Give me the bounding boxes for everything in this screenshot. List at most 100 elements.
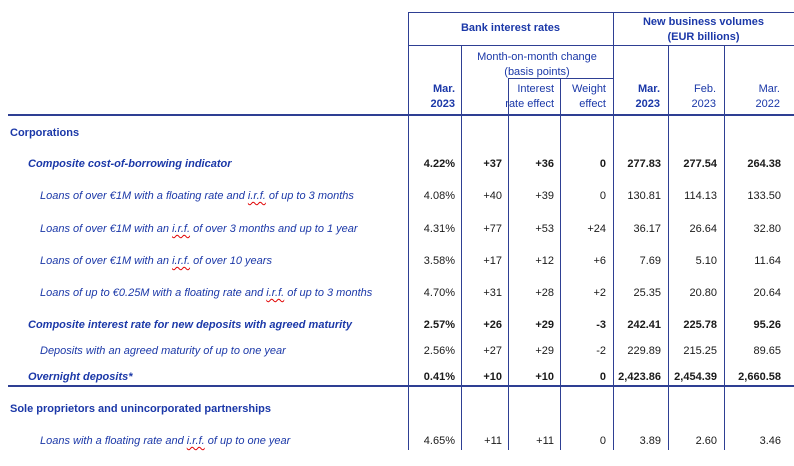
section-row-corporations: Corporations — [0, 125, 794, 141]
cell-interest-rate-effect: +11 — [536, 435, 554, 447]
row-label: Loans of over €1M with a floating rate a… — [40, 188, 354, 204]
cell-mom-change: +11 — [484, 435, 502, 447]
row-label-text: Loans of over €1M with an — [40, 255, 173, 267]
cell-volume-mar-2023: 7.69 — [639, 255, 661, 267]
cell-volume-mar-2022: 3.46 — [759, 435, 781, 447]
cell-weight-effect: +2 — [593, 287, 606, 299]
cell-weight-effect: 0 — [599, 435, 606, 447]
cell-rate: 4.65% — [423, 435, 455, 447]
vline-vol2-vol3 — [724, 45, 725, 450]
cell-weight-effect: 0 — [599, 371, 606, 383]
table-row: Loans of over €1M with an i.r.f. of over… — [0, 221, 794, 237]
column-header-line: Mar. — [637, 83, 660, 95]
section-label: Corporations — [10, 127, 80, 139]
cell-mom-change: +26 — [483, 319, 502, 331]
cell-mom-change: +27 — [483, 345, 502, 357]
cell-weight-effect: -2 — [596, 345, 606, 357]
cell-volume-feb-2023: 114.13 — [684, 190, 717, 202]
cell-rate: 4.08% — [423, 190, 455, 202]
section-label: Sole proprietors and unincorporated part… — [10, 403, 271, 415]
vline-ire-weight — [560, 78, 561, 450]
column-header-line: Mar. — [758, 83, 780, 95]
table-top-border — [408, 12, 794, 13]
table-row: Composite interest rate for new deposits… — [0, 317, 794, 333]
column-header-rate-mar-2023: Mar. 2023 — [365, 82, 455, 112]
row-label: Composite cost-of-borrowing indicator — [28, 158, 232, 170]
cell-weight-effect: 0 — [599, 158, 606, 170]
cell-interest-rate-effect: +53 — [535, 223, 554, 235]
table-row: Overnight deposits* 0.41% +10 +10 0 2,42… — [0, 369, 794, 385]
row-label: Deposits with an agreed maturity of up t… — [40, 345, 286, 357]
cell-rate: 2.56% — [423, 345, 455, 357]
cell-volume-mar-2023: 25.35 — [633, 287, 661, 299]
cell-rate: 3.58% — [423, 255, 455, 267]
cell-interest-rate-effect: +12 — [535, 255, 554, 267]
row-label-text: Loans with a floating rate and — [40, 435, 187, 447]
cell-volume-mar-2023: 36.17 — [633, 223, 661, 235]
cell-volume-mar-2023: 2,423.86 — [618, 371, 661, 383]
column-header-line: effect — [579, 98, 606, 110]
cell-mom-change: +17 — [483, 255, 502, 267]
column-header-volume-mar-2022: Mar. 2022 — [690, 82, 780, 112]
table-row: Loans of over €1M with an i.r.f. of over… — [0, 253, 794, 269]
misspelled-irf-text: i.r.f. — [186, 435, 205, 447]
cell-interest-rate-effect: +28 — [535, 287, 554, 299]
vline-change-ire — [508, 78, 509, 450]
column-header-line: 2023 — [430, 98, 455, 110]
column-header-line: Weight — [571, 83, 606, 95]
cell-rate: 4.31% — [423, 223, 455, 235]
row-label-text: of over 10 years — [190, 255, 272, 267]
cell-volume-feb-2023: 20.80 — [689, 287, 717, 299]
cell-mom-change: +31 — [483, 287, 502, 299]
misspelled-irf-text: i.r.f. — [172, 223, 191, 235]
misspelled-irf-text: i.r.f. — [247, 190, 266, 202]
cell-mom-change: +77 — [483, 223, 502, 235]
cell-rate: 0.41% — [423, 371, 455, 383]
cell-volume-mar-2023: 242.41 — [627, 319, 661, 331]
cell-rate: 4.22% — [423, 158, 455, 170]
cell-volume-mar-2023: 3.89 — [639, 435, 661, 447]
table-row: Loans with a floating rate and i.r.f. of… — [0, 433, 794, 449]
cell-volume-mar-2022: 2,660.58 — [738, 371, 781, 383]
column-header-line: Mar. — [432, 83, 455, 95]
row-label: Loans with a floating rate and i.r.f. of… — [40, 433, 290, 449]
cell-volume-mar-2022: 32.80 — [753, 223, 781, 235]
cell-volume-mar-2022: 133.50 — [747, 190, 781, 202]
column-header-line: 2022 — [755, 98, 780, 110]
subheader-mom-change: Month-on-month change — [477, 51, 597, 63]
misspelled-irf-text: i.r.f. — [172, 255, 191, 267]
row-label-text: of up to 3 months — [265, 190, 354, 202]
cell-mom-change: +37 — [483, 158, 502, 170]
row-label: Composite interest rate for new deposits… — [28, 319, 352, 331]
group-header-new-business-volumes: New business volumes — [642, 16, 765, 28]
cell-interest-rate-effect: +39 — [535, 190, 554, 202]
table-row: Composite cost-of-borrowing indicator 4.… — [0, 156, 794, 172]
cell-volume-feb-2023: 2,454.39 — [674, 371, 717, 383]
misspelled-irf-text: i.r.f. — [266, 287, 285, 299]
table-row: Loans of up to €0.25M with a floating ra… — [0, 285, 794, 301]
cell-weight-effect: -3 — [596, 319, 606, 331]
section-divider — [8, 385, 794, 387]
cell-volume-feb-2023: 5.10 — [695, 255, 717, 267]
cell-volume-mar-2022: 20.64 — [753, 287, 781, 299]
group-header-eur-billions: (EUR billions) — [667, 31, 740, 43]
vline-rates-volumes — [613, 12, 614, 450]
column-header-line: Feb. — [693, 83, 716, 95]
cell-mom-change: +10 — [483, 371, 502, 383]
vline-labels-rates — [408, 12, 409, 450]
vline-vol1-vol2 — [668, 45, 669, 450]
column-header-line: Interest — [517, 83, 554, 95]
row-label-text: Loans of over €1M with a floating rate a… — [40, 190, 248, 202]
cell-mom-change: +40 — [483, 190, 502, 202]
column-header-volume-mar-2023: Mar. 2023 — [570, 82, 660, 112]
row-label-text: Loans of up to €0.25M with a floating ra… — [40, 287, 267, 299]
row-label: Loans of up to €0.25M with a floating ra… — [40, 285, 372, 301]
table-row: Deposits with an agreed maturity of up t… — [0, 343, 794, 359]
group-header-bank-interest-rates: Bank interest rates — [460, 22, 561, 34]
cell-volume-feb-2023: 2.60 — [695, 435, 717, 447]
table-row: Loans of over €1M with a floating rate a… — [0, 188, 794, 204]
section-row-sole-proprietors: Sole proprietors and unincorporated part… — [0, 401, 794, 417]
column-header-interest-rate-effect: Interest rate effect — [464, 82, 554, 112]
cell-volume-mar-2022: 264.38 — [747, 158, 781, 170]
